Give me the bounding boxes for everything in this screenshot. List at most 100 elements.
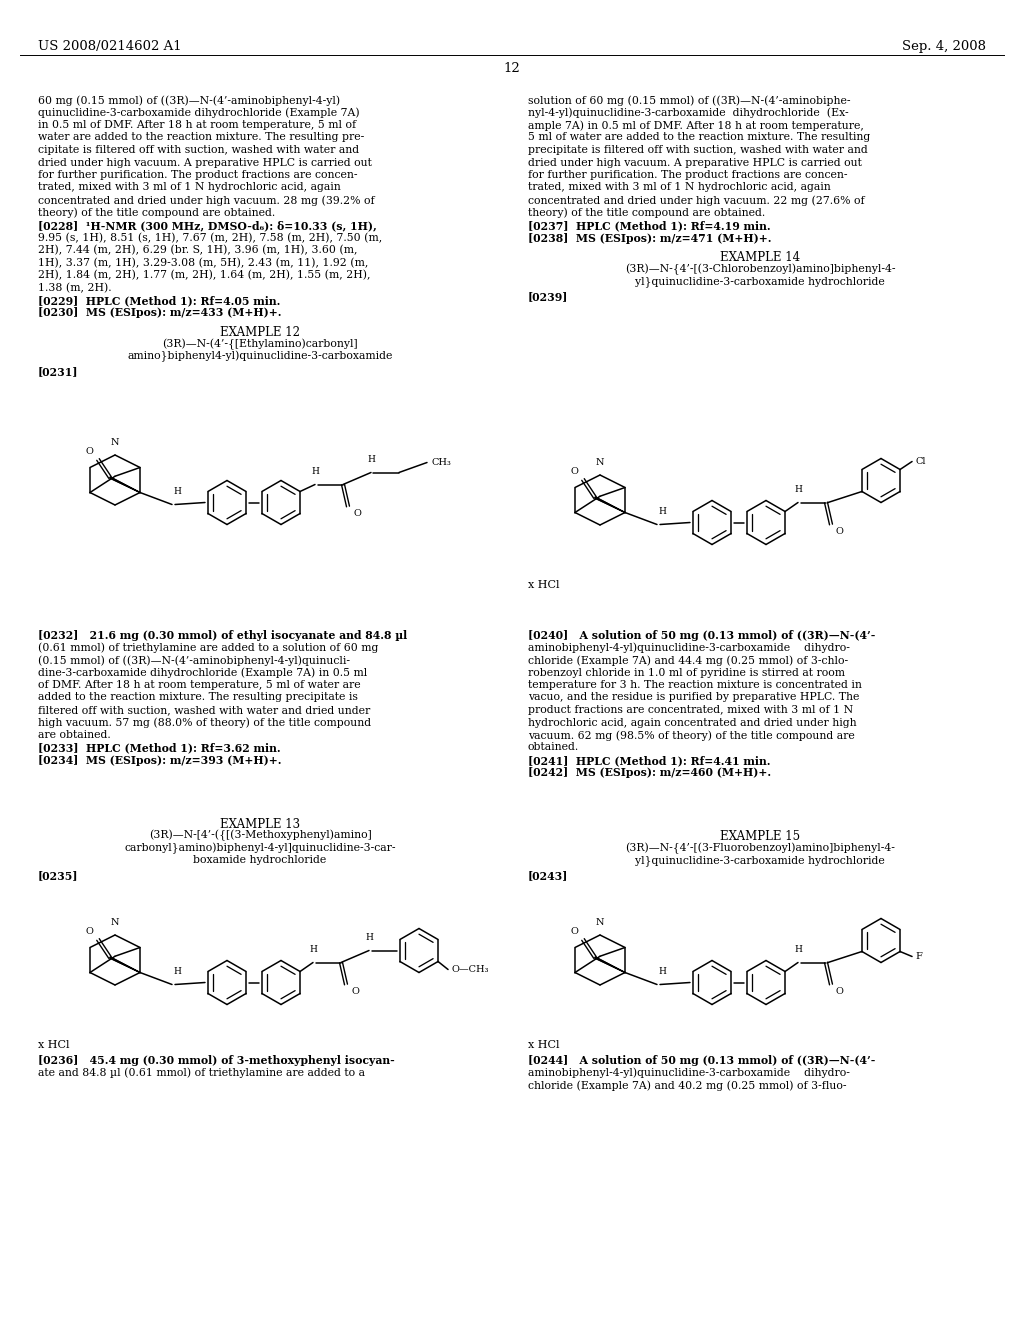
Text: in 0.5 ml of DMF. After 18 h at room temperature, 5 ml of: in 0.5 ml of DMF. After 18 h at room tem…: [38, 120, 356, 129]
Text: concentrated and dried under high vacuum. 28 mg (39.2% of: concentrated and dried under high vacuum…: [38, 195, 375, 206]
Text: yl}quinuclidine-3-carboxamide hydrochloride: yl}quinuclidine-3-carboxamide hydrochlor…: [635, 855, 885, 866]
Text: [0240]   A solution of 50 mg (0.13 mmol) of ((3R)—N-(4’-: [0240] A solution of 50 mg (0.13 mmol) o…: [528, 630, 876, 642]
Text: [0228]  ¹H-NMR (300 MHz, DMSO-d₆): δ=10.33 (s, 1H),: [0228] ¹H-NMR (300 MHz, DMSO-d₆): δ=10.3…: [38, 220, 377, 231]
Text: H: H: [173, 968, 181, 977]
Text: 2H), 7.44 (m, 2H), 6.29 (br. S, 1H), 3.96 (m, 1H), 3.60 (m,: 2H), 7.44 (m, 2H), 6.29 (br. S, 1H), 3.9…: [38, 246, 357, 255]
Text: ate and 84.8 µl (0.61 mmol) of triethylamine are added to a: ate and 84.8 µl (0.61 mmol) of triethyla…: [38, 1068, 365, 1078]
Text: [0244]   A solution of 50 mg (0.13 mmol) of ((3R)—N-(4’-: [0244] A solution of 50 mg (0.13 mmol) o…: [528, 1055, 876, 1067]
Text: EXAMPLE 13: EXAMPLE 13: [220, 817, 300, 830]
Text: H: H: [311, 467, 318, 477]
Text: (0.61 mmol) of triethylamine are added to a solution of 60 mg: (0.61 mmol) of triethylamine are added t…: [38, 643, 379, 653]
Text: 1H), 3.37 (m, 1H), 3.29-3.08 (m, 5H), 2.43 (m, 11), 1.92 (m,: 1H), 3.37 (m, 1H), 3.29-3.08 (m, 5H), 2.…: [38, 257, 369, 268]
Text: CH₃: CH₃: [431, 458, 451, 467]
Text: dried under high vacuum. A preparative HPLC is carried out: dried under high vacuum. A preparative H…: [528, 157, 862, 168]
Text: N: N: [111, 917, 119, 927]
Text: H: H: [173, 487, 181, 496]
Text: quinuclidine-3-carboxamide dihydrochloride (Example 7A): quinuclidine-3-carboxamide dihydrochlori…: [38, 107, 359, 117]
Text: (0.15 mmol) of ((3R)—N-(4’-aminobiphenyl-4-yl)quinucli-: (0.15 mmol) of ((3R)—N-(4’-aminobiphenyl…: [38, 655, 350, 665]
Text: EXAMPLE 15: EXAMPLE 15: [720, 830, 800, 843]
Text: O: O: [836, 987, 844, 997]
Text: [0241]  HPLC (Method 1): Rf=4.41 min.: [0241] HPLC (Method 1): Rf=4.41 min.: [528, 755, 770, 766]
Text: hydrochloric acid, again concentrated and dried under high: hydrochloric acid, again concentrated an…: [528, 718, 857, 727]
Text: yl}quinuclidine-3-carboxamide hydrochloride: yl}quinuclidine-3-carboxamide hydrochlor…: [635, 276, 885, 286]
Text: O: O: [85, 447, 93, 457]
Text: water are added to the reaction mixture. The resulting pre-: water are added to the reaction mixture.…: [38, 132, 365, 143]
Text: carbonyl}amino)biphenyl-4-yl]quinuclidine-3-car-: carbonyl}amino)biphenyl-4-yl]quinuclidin…: [124, 842, 395, 854]
Text: nyl-4-yl)quinuclidine-3-carboxamide  dihydrochloride  (Ex-: nyl-4-yl)quinuclidine-3-carboxamide dihy…: [528, 107, 849, 117]
Text: for further purification. The product fractions are concen-: for further purification. The product fr…: [528, 170, 848, 180]
Text: of DMF. After 18 h at room temperature, 5 ml of water are: of DMF. After 18 h at room temperature, …: [38, 680, 360, 690]
Text: 9.95 (s, 1H), 8.51 (s, 1H), 7.67 (m, 2H), 7.58 (m, 2H), 7.50 (m,: 9.95 (s, 1H), 8.51 (s, 1H), 7.67 (m, 2H)…: [38, 232, 382, 243]
Text: Sep. 4, 2008: Sep. 4, 2008: [902, 40, 986, 53]
Text: O: O: [570, 928, 578, 936]
Text: N: N: [111, 438, 119, 447]
Text: H: H: [658, 968, 666, 977]
Text: H: H: [367, 455, 375, 465]
Text: x HCl: x HCl: [528, 579, 559, 590]
Text: aminobiphenyl-4-yl)quinuclidine-3-carboxamide    dihydro-: aminobiphenyl-4-yl)quinuclidine-3-carbox…: [528, 1068, 850, 1078]
Text: dine-3-carboxamide dihydrochloride (Example 7A) in 0.5 ml: dine-3-carboxamide dihydrochloride (Exam…: [38, 668, 368, 678]
Text: O: O: [570, 467, 578, 477]
Text: H: H: [309, 945, 317, 954]
Text: trated, mixed with 3 ml of 1 N hydrochloric acid, again: trated, mixed with 3 ml of 1 N hydrochlo…: [528, 182, 830, 193]
Text: (3R)—N-(4’-{[Ethylamino)carbonyl]: (3R)—N-(4’-{[Ethylamino)carbonyl]: [162, 338, 357, 350]
Text: (3R)—N-{4’-[(3-Chlorobenzoyl)amino]biphenyl-4-: (3R)—N-{4’-[(3-Chlorobenzoyl)amino]biphe…: [625, 264, 895, 275]
Text: concentrated and dried under high vacuum. 22 mg (27.6% of: concentrated and dried under high vacuum…: [528, 195, 864, 206]
Text: EXAMPLE 14: EXAMPLE 14: [720, 251, 800, 264]
Text: for further purification. The product fractions are concen-: for further purification. The product fr…: [38, 170, 357, 180]
Text: O—CH₃: O—CH₃: [451, 965, 488, 974]
Text: [0229]  HPLC (Method 1): Rf=4.05 min.: [0229] HPLC (Method 1): Rf=4.05 min.: [38, 294, 281, 306]
Text: [0231]: [0231]: [38, 367, 79, 378]
Text: amino}biphenyl4-yl)quinuclidine-3-carboxamide: amino}biphenyl4-yl)quinuclidine-3-carbox…: [127, 351, 392, 363]
Text: N: N: [596, 458, 604, 467]
Text: are obtained.: are obtained.: [38, 730, 111, 741]
Text: dried under high vacuum. A preparative HPLC is carried out: dried under high vacuum. A preparative H…: [38, 157, 372, 168]
Text: x HCl: x HCl: [38, 1040, 70, 1049]
Text: H: H: [366, 933, 373, 942]
Text: 60 mg (0.15 mmol) of ((3R)—N-(4’-aminobiphenyl-4-yl): 60 mg (0.15 mmol) of ((3R)—N-(4’-aminobi…: [38, 95, 340, 106]
Text: [0238]  MS (ESIpos): m/z=471 (M+H)+.: [0238] MS (ESIpos): m/z=471 (M+H)+.: [528, 232, 771, 243]
Text: high vacuum. 57 mg (88.0% of theory) of the title compound: high vacuum. 57 mg (88.0% of theory) of …: [38, 718, 371, 729]
Text: [0233]  HPLC (Method 1): Rf=3.62 min.: [0233] HPLC (Method 1): Rf=3.62 min.: [38, 742, 281, 754]
Text: theory) of the title compound are obtained.: theory) of the title compound are obtain…: [38, 207, 275, 218]
Text: EXAMPLE 12: EXAMPLE 12: [220, 326, 300, 339]
Text: aminobiphenyl-4-yl)quinuclidine-3-carboxamide    dihydro-: aminobiphenyl-4-yl)quinuclidine-3-carbox…: [528, 643, 850, 653]
Text: [0239]: [0239]: [528, 292, 568, 302]
Text: temperature for 3 h. The reaction mixture is concentrated in: temperature for 3 h. The reaction mixtur…: [528, 680, 862, 690]
Text: (3R)—N-[4’-({[(3-Methoxyphenyl)amino]: (3R)—N-[4’-({[(3-Methoxyphenyl)amino]: [148, 830, 372, 841]
Text: [0242]  MS (ESIpos): m/z=460 (M+H)+.: [0242] MS (ESIpos): m/z=460 (M+H)+.: [528, 767, 771, 779]
Text: O: O: [351, 987, 358, 997]
Text: O: O: [85, 928, 93, 936]
Text: [0230]  MS (ESIpos): m/z=433 (M+H)+.: [0230] MS (ESIpos): m/z=433 (M+H)+.: [38, 308, 282, 318]
Text: US 2008/0214602 A1: US 2008/0214602 A1: [38, 40, 181, 53]
Text: obtained.: obtained.: [528, 742, 580, 752]
Text: O: O: [353, 510, 360, 519]
Text: added to the reaction mixture. The resulting precipitate is: added to the reaction mixture. The resul…: [38, 693, 357, 702]
Text: filtered off with suction, washed with water and dried under: filtered off with suction, washed with w…: [38, 705, 371, 715]
Text: robenzoyl chloride in 1.0 ml of pyridine is stirred at room: robenzoyl chloride in 1.0 ml of pyridine…: [528, 668, 845, 677]
Text: O: O: [836, 528, 844, 536]
Text: 5 ml of water are added to the reaction mixture. The resulting: 5 ml of water are added to the reaction …: [528, 132, 870, 143]
Text: [0236]   45.4 mg (0.30 mmol) of 3-methoxyphenyl isocyan-: [0236] 45.4 mg (0.30 mmol) of 3-methoxyp…: [38, 1055, 394, 1067]
Text: 1.38 (m, 2H).: 1.38 (m, 2H).: [38, 282, 112, 293]
Text: chloride (Example 7A) and 40.2 mg (0.25 mmol) of 3-fluo-: chloride (Example 7A) and 40.2 mg (0.25 …: [528, 1080, 847, 1090]
Text: vacuo, and the residue is purified by preparative HPLC. The: vacuo, and the residue is purified by pr…: [528, 693, 859, 702]
Text: 12: 12: [504, 62, 520, 75]
Text: trated, mixed with 3 ml of 1 N hydrochloric acid, again: trated, mixed with 3 ml of 1 N hydrochlo…: [38, 182, 341, 193]
Text: precipitate is filtered off with suction, washed with water and: precipitate is filtered off with suction…: [528, 145, 867, 154]
Text: Cl: Cl: [915, 457, 926, 466]
Text: N: N: [596, 917, 604, 927]
Text: ample 7A) in 0.5 ml of DMF. After 18 h at room temperature,: ample 7A) in 0.5 ml of DMF. After 18 h a…: [528, 120, 864, 131]
Text: (3R)—N-{4’-[(3-Fluorobenzoyl)amino]biphenyl-4-: (3R)—N-{4’-[(3-Fluorobenzoyl)amino]biphe…: [625, 842, 895, 854]
Text: product fractions are concentrated, mixed with 3 ml of 1 N: product fractions are concentrated, mixe…: [528, 705, 853, 715]
Text: H: H: [794, 486, 802, 495]
Text: boxamide hydrochloride: boxamide hydrochloride: [194, 855, 327, 865]
Text: x HCl: x HCl: [528, 1040, 559, 1049]
Text: [0243]: [0243]: [528, 870, 568, 882]
Text: solution of 60 mg (0.15 mmol) of ((3R)—N-(4’-aminobiphe-: solution of 60 mg (0.15 mmol) of ((3R)—N…: [528, 95, 851, 106]
Text: chloride (Example 7A) and 44.4 mg (0.25 mmol) of 3-chlo-: chloride (Example 7A) and 44.4 mg (0.25 …: [528, 655, 848, 665]
Text: theory) of the title compound are obtained.: theory) of the title compound are obtain…: [528, 207, 765, 218]
Text: [0232]   21.6 mg (0.30 mmol) of ethyl isocyanate and 84.8 µl: [0232] 21.6 mg (0.30 mmol) of ethyl isoc…: [38, 630, 408, 642]
Text: cipitate is filtered off with suction, washed with water and: cipitate is filtered off with suction, w…: [38, 145, 359, 154]
Text: [0234]  MS (ESIpos): m/z=393 (M+H)+.: [0234] MS (ESIpos): m/z=393 (M+H)+.: [38, 755, 282, 766]
